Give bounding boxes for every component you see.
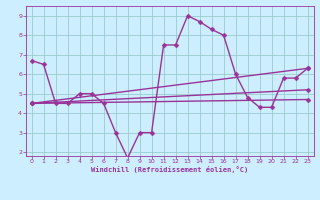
X-axis label: Windchill (Refroidissement éolien,°C): Windchill (Refroidissement éolien,°C) bbox=[91, 166, 248, 173]
